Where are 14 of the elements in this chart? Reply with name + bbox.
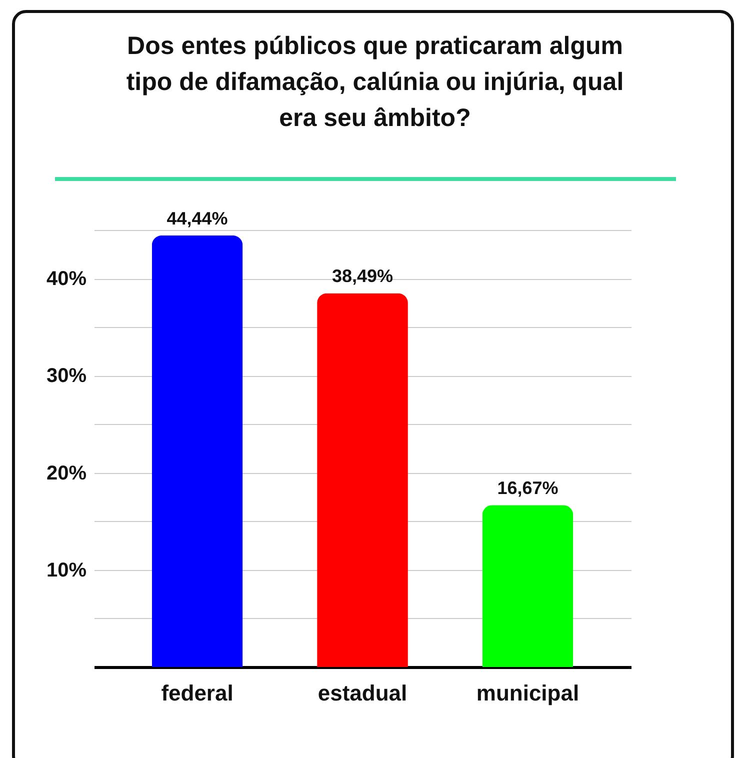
chart-title: Dos entes públicos que praticaram algum tipo de difamação, calúnia ou injúria, qual era seu âmbito? (125, 31, 625, 134)
y-tick-label: 30% (46, 365, 87, 388)
y-tick-label: 20% (46, 462, 87, 484)
x-tick-label: estadual (318, 680, 408, 706)
y-tick-label: 10% (46, 559, 87, 582)
data-label: 38,49% (332, 266, 394, 286)
data-label: 16,67% (497, 478, 558, 498)
data-label: 44,44% (166, 208, 228, 228)
x-tick-label: federal (161, 680, 234, 706)
bar (152, 235, 243, 667)
bar (317, 293, 408, 667)
x-tick-label: municipal (476, 680, 580, 706)
y-tick-label: 40% (46, 268, 87, 290)
bar (482, 505, 574, 667)
